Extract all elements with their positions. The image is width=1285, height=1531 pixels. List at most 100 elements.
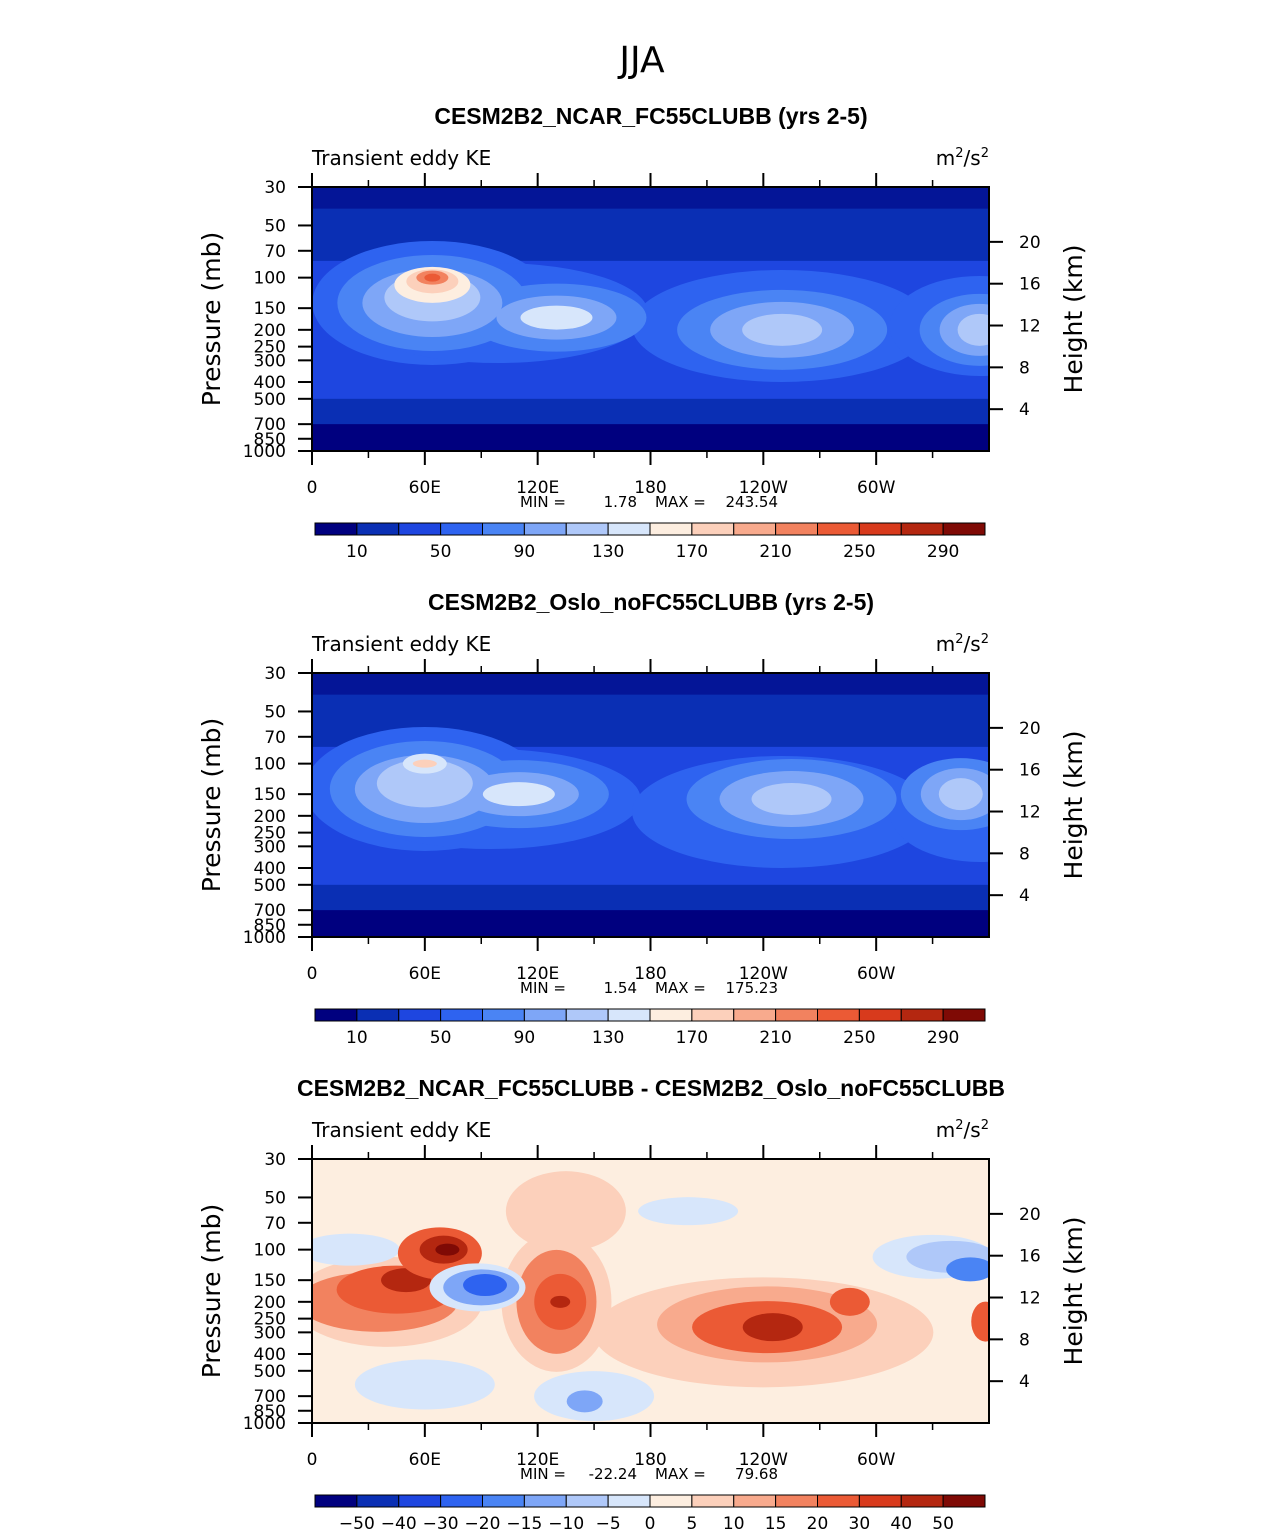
- colorbar-box: [691, 1494, 735, 1508]
- max-label: MAX =: [655, 979, 706, 997]
- y-tick-label: 250: [254, 1310, 286, 1330]
- x-tick-label: 120E: [516, 964, 559, 984]
- y-axis-label: Pressure (mb): [197, 1204, 226, 1378]
- contour-band: [412, 759, 437, 768]
- colorbar-label: −30: [423, 1514, 459, 1531]
- x-tick-label: 180: [634, 478, 666, 498]
- contour-band: [424, 273, 441, 282]
- y-tick-label: 700: [254, 415, 286, 435]
- min-label: MIN =: [520, 979, 566, 997]
- colorbar-box: [314, 522, 358, 536]
- figure-title: JJA: [617, 40, 665, 81]
- y-tick-label: 400: [254, 373, 286, 393]
- contour-band: [938, 778, 983, 811]
- y-tick-label: 500: [254, 390, 286, 410]
- colorbar-box: [356, 1008, 400, 1022]
- right-tick-label: 16: [1019, 761, 1041, 781]
- y-tick-label: 250: [254, 338, 286, 358]
- colorbar-box: [398, 1494, 442, 1508]
- colorbar-box: [523, 1494, 567, 1508]
- contour-field: [312, 1159, 989, 1423]
- colorbar-label: 10: [346, 1028, 368, 1048]
- contour-band: [742, 1313, 803, 1342]
- contour-band: [482, 782, 555, 807]
- x-tick-label: 60E: [409, 964, 441, 984]
- y-tick-label: 1000: [243, 442, 286, 462]
- colorbar-box: [858, 1494, 902, 1508]
- colorbar-label: 250: [843, 542, 875, 562]
- y-tick-label: 150: [254, 1271, 286, 1291]
- colorbar-box: [900, 1008, 944, 1022]
- colorbar-box: [607, 522, 651, 536]
- colorbar-box: [817, 1008, 860, 1022]
- colorbar-box: [440, 1008, 483, 1022]
- colorbar-box: [565, 1494, 609, 1508]
- colorbar-box: [482, 1494, 525, 1508]
- contour-band: [520, 305, 593, 330]
- y-tick-label: 150: [254, 785, 286, 805]
- colorbar-label: 130: [592, 542, 624, 562]
- colorbar-label: 210: [759, 1028, 791, 1048]
- colorbar-label: 30: [849, 1514, 871, 1531]
- colorbar-box: [733, 1494, 777, 1508]
- colorbar-label: −10: [548, 1514, 584, 1531]
- right-tick-label: 4: [1019, 400, 1030, 420]
- colorbar-box: [440, 1494, 483, 1508]
- x-tick-label: 120E: [516, 478, 559, 498]
- colorbar-label: 40: [890, 1514, 912, 1531]
- right-tick-label: 16: [1019, 1247, 1041, 1267]
- x-tick-label: 180: [634, 964, 666, 984]
- contour-band: [829, 1287, 870, 1316]
- contour-band: [505, 1171, 626, 1252]
- colorbar-label: 5: [686, 1514, 697, 1531]
- right-axis-label: Height (km): [1059, 1217, 1088, 1366]
- y-tick-label: 100: [254, 1241, 286, 1261]
- max-value: 243.54: [726, 493, 779, 511]
- y-tick-label: 850: [254, 916, 286, 936]
- colorbar-box: [775, 1494, 818, 1508]
- y-tick-label: 400: [254, 1345, 286, 1365]
- colorbar-box: [314, 1008, 358, 1022]
- units-label: m2/s2: [936, 146, 989, 170]
- right-axis-label: Height (km): [1059, 731, 1088, 880]
- y-tick-label: 850: [254, 1402, 286, 1422]
- x-tick-label: 120W: [739, 1450, 788, 1470]
- colorbar-box: [775, 522, 818, 536]
- colorbar-box: [523, 1008, 567, 1022]
- y-tick-label: 100: [254, 755, 286, 775]
- colorbar-box: [817, 522, 860, 536]
- y-axis-label: Pressure (mb): [197, 718, 226, 892]
- right-tick-label: 12: [1019, 1289, 1041, 1309]
- colorbar-label: −50: [339, 1514, 375, 1531]
- colorbar-label: 210: [759, 542, 791, 562]
- chart-panel: CESM2B2_NCAR_FC55CLUBB (yrs 2-5) Transien…: [197, 103, 1088, 562]
- y-tick-label: 30: [264, 664, 286, 684]
- right-tick-label: 8: [1019, 1330, 1030, 1350]
- y-tick-label: 30: [264, 1150, 286, 1170]
- colorbar-box: [607, 1008, 651, 1022]
- x-tick-label: 120E: [516, 1450, 559, 1470]
- colorbar-box: [482, 522, 525, 536]
- colorbar-box: [565, 1008, 609, 1022]
- x-tick-label: 0: [307, 478, 318, 498]
- y-tick-label: 50: [264, 702, 286, 722]
- y-tick-label: 1000: [243, 1414, 286, 1434]
- y-tick-label: 300: [254, 1323, 286, 1343]
- contour-band: [312, 910, 989, 937]
- contour-band: [550, 1295, 571, 1308]
- colorbar-box: [523, 522, 567, 536]
- units-label: m2/s2: [936, 632, 989, 656]
- y-tick-label: 500: [254, 876, 286, 896]
- contour-band: [638, 1197, 739, 1226]
- contour-band: [946, 1257, 989, 1282]
- contour-band: [957, 313, 989, 346]
- colorbar-label: 170: [676, 1028, 708, 1048]
- colorbar-box: [314, 1494, 358, 1508]
- colorbar-label: 250: [843, 1028, 875, 1048]
- y-tick-label: 150: [254, 299, 286, 319]
- right-tick-label: 12: [1019, 317, 1041, 337]
- colorbar-box: [858, 1008, 902, 1022]
- y-tick-label: 400: [254, 859, 286, 879]
- y-tick-label: 700: [254, 901, 286, 921]
